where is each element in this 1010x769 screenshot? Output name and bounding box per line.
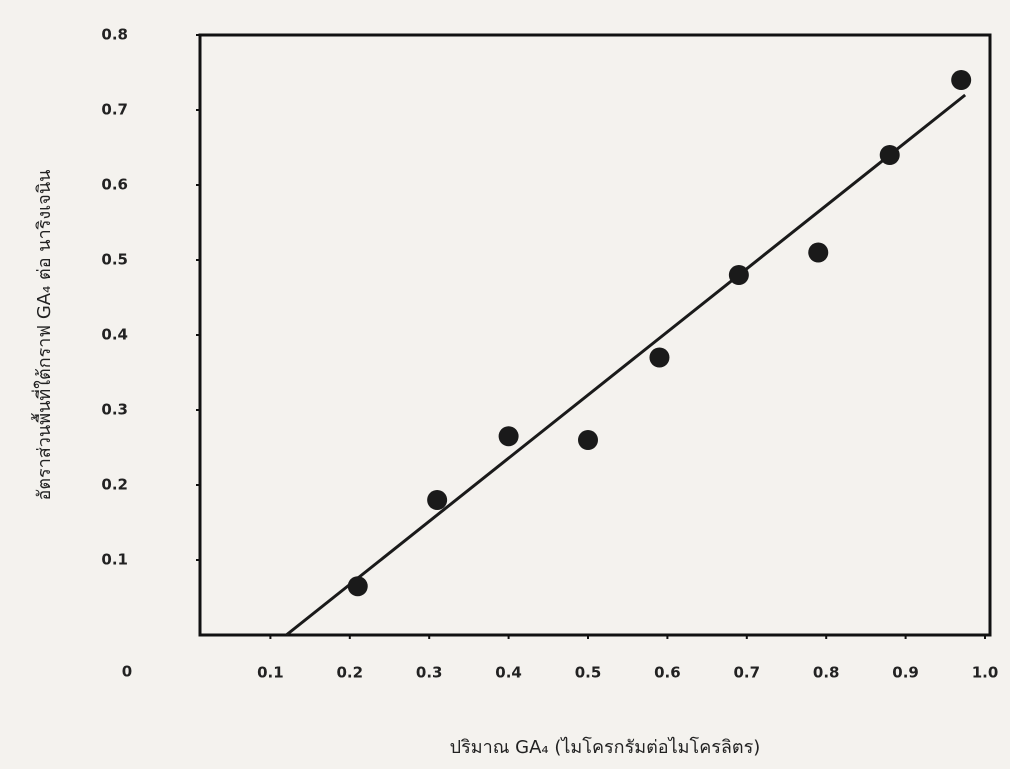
y-tick-label: 0.2	[101, 476, 128, 494]
x-tick-label: 0.8	[813, 664, 840, 682]
plot-frame	[198, 33, 992, 637]
data-point	[879, 145, 900, 165]
x-tick-label: 0.7	[734, 664, 761, 682]
data-point	[728, 265, 749, 285]
y-tick-label: 0.7	[101, 101, 128, 119]
x-tick-label: 0.1	[257, 664, 284, 682]
data-point	[649, 347, 670, 368]
data-point	[578, 430, 598, 450]
origin-label: 0	[122, 663, 132, 681]
data-point	[951, 70, 972, 90]
x-tick-label: 0.6	[654, 664, 681, 682]
y-tick-label: 0.1	[101, 551, 128, 569]
x-tick-label: 1.0	[972, 664, 999, 682]
x-tick-label: 0.4	[495, 664, 522, 682]
x-tick-label: 0.2	[337, 664, 364, 682]
x-tick-label: 0.5	[575, 664, 602, 682]
y-tick-label: 0.5	[101, 251, 128, 269]
y-tick-label: 0.4	[101, 326, 128, 344]
x-tick-label: 0.9	[892, 664, 919, 682]
data-point	[347, 576, 368, 597]
data-point	[498, 426, 519, 447]
y-tick-label: 0.8	[101, 26, 128, 44]
y-tick-label: 0.6	[101, 176, 128, 194]
fit-line	[285, 93, 967, 637]
data-point	[427, 490, 448, 510]
x-axis-label: ปริมาณ GA₄ (ไมโครกรัมต่อไมโครลิตร)	[450, 736, 761, 758]
y-axis-label: อัตราส่วนพื้นที่ใต้กราฟ GA₄ ต่อ นาริงเจน…	[31, 170, 55, 501]
y-tick-label: 0.3	[101, 401, 128, 419]
x-tick-label: 0.3	[416, 664, 443, 682]
data-point	[808, 242, 829, 263]
